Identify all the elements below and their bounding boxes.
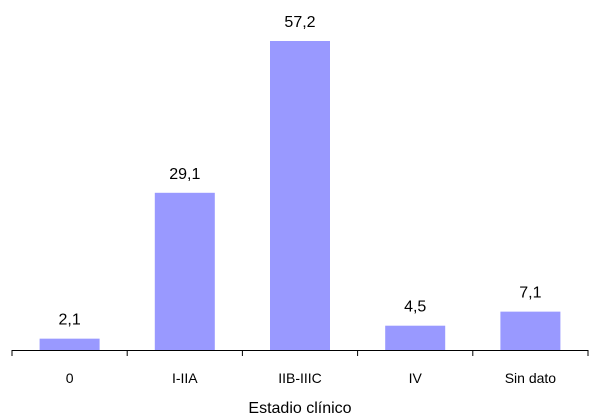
data-label: 4,5 (404, 299, 426, 316)
x-tick-label: IV (409, 370, 423, 386)
x-tick-labels-group: 0 I-IIA IIB-IIIC IV Sin dato (66, 370, 557, 386)
data-labels-group: 2,1 29,1 57,2 4,5 7,1 (58, 14, 541, 329)
bar-iib-iiic (270, 41, 330, 350)
x-axis-title: Estadio clínico (248, 400, 351, 417)
data-label: 2,1 (58, 312, 80, 329)
data-label: 57,2 (284, 14, 315, 31)
bar-sin-dato (500, 311, 561, 350)
x-axis-ticks (11, 350, 589, 356)
data-label: 29,1 (169, 166, 200, 183)
x-tick-label: Sin dato (505, 370, 557, 386)
bar-0 (39, 338, 100, 350)
bar-iv (385, 325, 446, 350)
x-tick-label: 0 (66, 370, 74, 386)
data-label: 7,1 (519, 285, 541, 302)
bars-group (39, 41, 561, 350)
bar-i-iia (154, 192, 215, 350)
x-tick-label: I-IIA (172, 370, 198, 386)
x-tick-label: IIB-IIIC (278, 370, 322, 386)
